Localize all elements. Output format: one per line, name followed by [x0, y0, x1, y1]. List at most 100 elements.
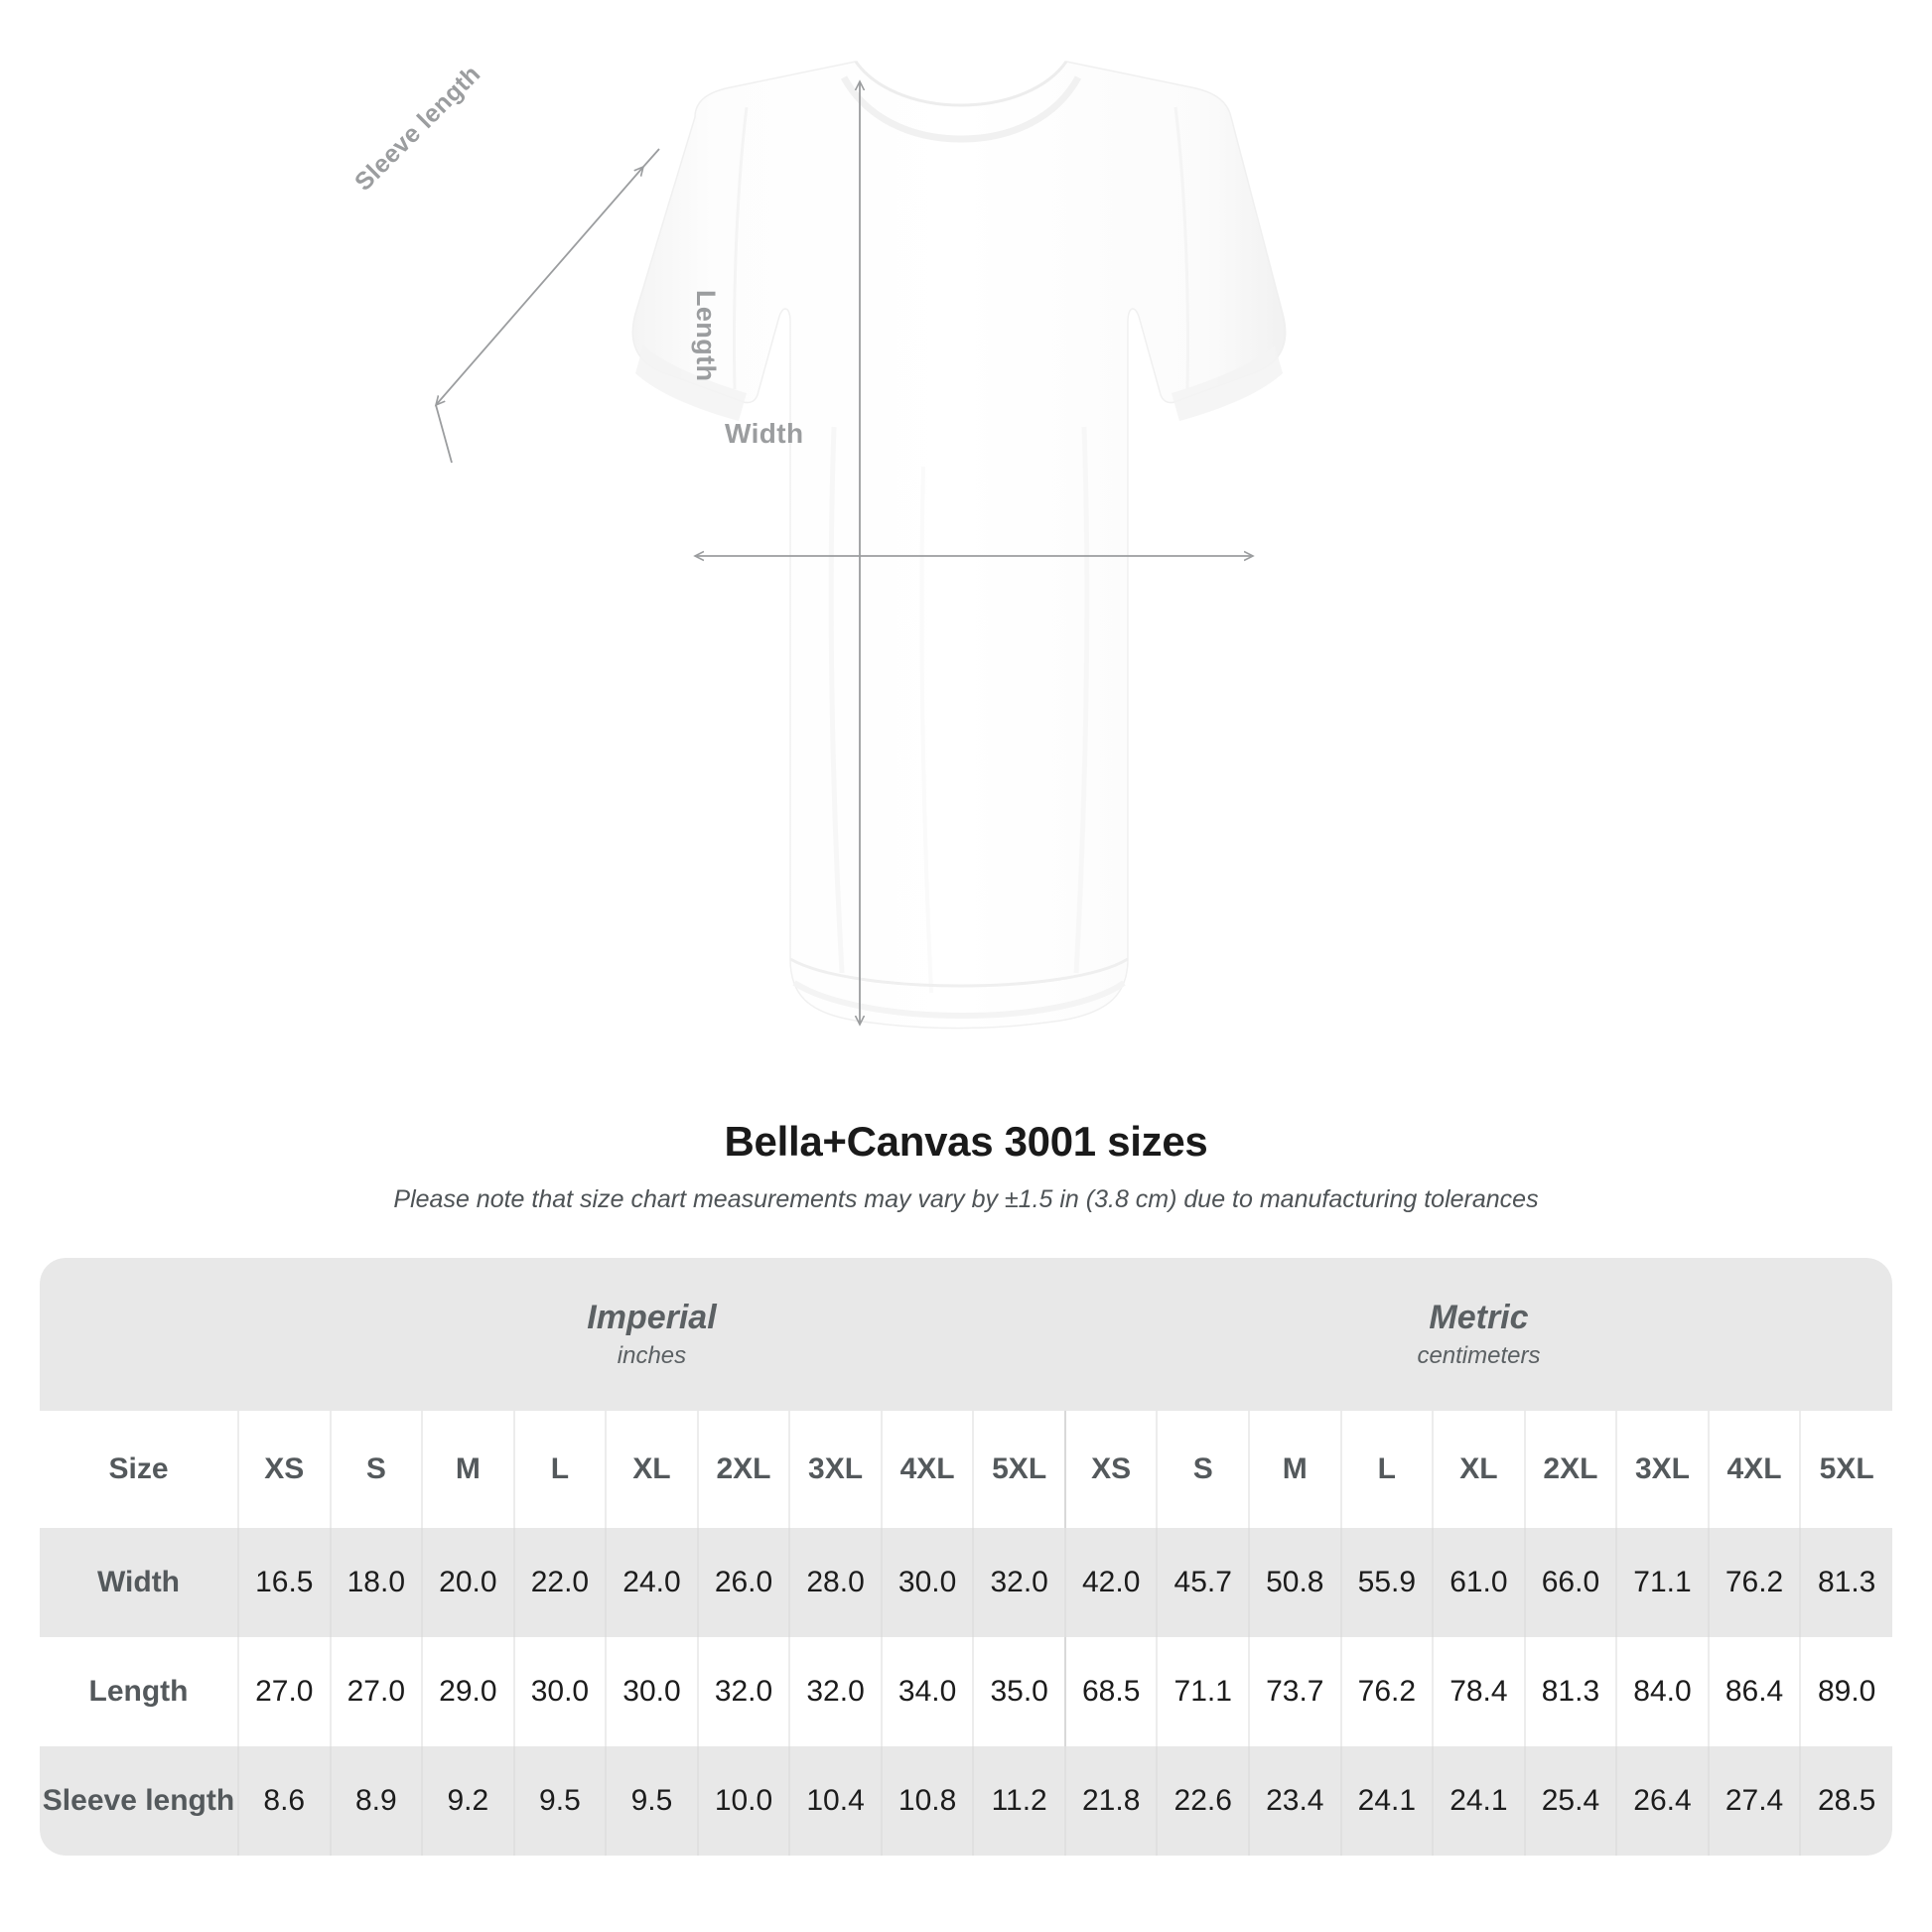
cell-length-metric-xs: 68.5: [1063, 1637, 1158, 1746]
tshirt-diagram: Sleeve length Length Width: [0, 60, 1287, 1030]
cell-sleeve-metric-l: 24.1: [1339, 1746, 1434, 1856]
size-header-row: Size XS S M L XL 2XL 3XL 4XL 5XL XS S M …: [40, 1411, 1892, 1528]
cell-width-metric-s: 45.7: [1156, 1528, 1250, 1637]
cell-length-metric-l: 76.2: [1339, 1637, 1434, 1746]
unit-group-metric: Metric centimeters: [1064, 1258, 1892, 1411]
cell-length-metric-s: 71.1: [1156, 1637, 1250, 1746]
cell-width-metric-4xl: 76.2: [1707, 1528, 1801, 1637]
cell-width-metric-l: 55.9: [1339, 1528, 1434, 1637]
cell-width-metric-2xl: 66.0: [1523, 1528, 1617, 1637]
length-dimension-label: Length: [691, 290, 721, 382]
cell-sleeve-imperial-s: 8.9: [329, 1746, 423, 1856]
cell-sleeve-metric-xs: 21.8: [1063, 1746, 1158, 1856]
size-header-imperial-xl: XL: [605, 1411, 698, 1528]
cell-sleeve-imperial-5xl: 11.2: [972, 1746, 1065, 1856]
cell-length-metric-3xl: 84.0: [1615, 1637, 1709, 1746]
unit-group-imperial: Imperial inches: [238, 1258, 1065, 1411]
size-table-container: Imperial inches Metric centimeters Size …: [40, 1258, 1892, 1856]
cell-width-imperial-5xl: 32.0: [972, 1528, 1065, 1637]
size-header-imperial-xs: XS: [237, 1411, 331, 1528]
cell-width-imperial-2xl: 26.0: [696, 1528, 790, 1637]
cell-length-imperial-xl: 30.0: [605, 1637, 698, 1746]
tshirt-illustration: [0, 61, 1287, 1030]
unit-sub-imperial: inches: [617, 1341, 687, 1369]
cell-length-metric-xl: 78.4: [1432, 1637, 1525, 1746]
cell-width-imperial-m: 20.0: [421, 1528, 514, 1637]
size-header-metric-5xl: 5XL: [1799, 1411, 1892, 1528]
cell-width-metric-5xl: 81.3: [1799, 1528, 1892, 1637]
cell-length-metric-5xl: 89.0: [1799, 1637, 1892, 1746]
cell-length-metric-2xl: 81.3: [1523, 1637, 1617, 1746]
cell-length-imperial-2xl: 32.0: [696, 1637, 790, 1746]
size-header-label: Size: [40, 1411, 238, 1528]
cell-width-imperial-l: 22.0: [512, 1528, 607, 1637]
dimension-arrows: [436, 81, 1253, 1025]
unit-name-imperial: Imperial: [587, 1299, 717, 1337]
cell-sleeve-imperial-m: 9.2: [421, 1746, 514, 1856]
size-header-imperial-5xl: 5XL: [972, 1411, 1065, 1528]
table-row-sleeve-length: Sleeve length 8.6 8.9 9.2 9.5 9.5 10.0 1…: [40, 1746, 1892, 1856]
unit-name-metric: Metric: [1429, 1299, 1529, 1337]
size-header-metric-xl: XL: [1432, 1411, 1525, 1528]
sleeve-length-arrow: [436, 167, 643, 405]
row-label-width: Width: [40, 1528, 238, 1637]
size-header-imperial-4xl: 4XL: [880, 1411, 974, 1528]
cell-sleeve-imperial-2xl: 10.0: [696, 1746, 790, 1856]
cell-sleeve-metric-3xl: 26.4: [1615, 1746, 1709, 1856]
size-header-metric-3xl: 3XL: [1615, 1411, 1709, 1528]
cell-width-imperial-3xl: 28.0: [788, 1528, 882, 1637]
size-header-metric-4xl: 4XL: [1707, 1411, 1801, 1528]
cell-sleeve-metric-2xl: 25.4: [1523, 1746, 1617, 1856]
width-dimension-label: Width: [725, 418, 804, 449]
table-row-width: Width 16.5 18.0 20.0 22.0 24.0 26.0 28.0…: [40, 1528, 1892, 1637]
size-header-metric-s: S: [1156, 1411, 1250, 1528]
size-header-imperial-s: S: [329, 1411, 423, 1528]
unit-sub-metric: centimeters: [1417, 1341, 1541, 1369]
table-row-length: Length 27.0 27.0 29.0 30.0 30.0 32.0 32.…: [40, 1637, 1892, 1746]
cell-sleeve-imperial-xs: 8.6: [237, 1746, 331, 1856]
size-header-imperial-2xl: 2XL: [696, 1411, 790, 1528]
cell-length-imperial-4xl: 34.0: [880, 1637, 974, 1746]
size-header-metric-l: L: [1339, 1411, 1434, 1528]
shirt-shape: [631, 61, 1287, 1030]
cell-sleeve-imperial-l: 9.5: [512, 1746, 607, 1856]
cell-width-metric-m: 50.8: [1248, 1528, 1341, 1637]
size-header-metric-xs: XS: [1063, 1411, 1158, 1528]
cell-width-imperial-xl: 24.0: [605, 1528, 698, 1637]
size-header-imperial-l: L: [512, 1411, 607, 1528]
cell-sleeve-metric-4xl: 27.4: [1707, 1746, 1801, 1856]
sleeve-tick-top: [642, 148, 660, 168]
unit-row-corner: [40, 1258, 238, 1411]
cell-length-imperial-xs: 27.0: [237, 1637, 331, 1746]
cell-sleeve-imperial-3xl: 10.4: [788, 1746, 882, 1856]
cell-length-imperial-l: 30.0: [512, 1637, 607, 1746]
size-header-metric-m: M: [1248, 1411, 1341, 1528]
cell-length-imperial-s: 27.0: [329, 1637, 423, 1746]
size-table: Imperial inches Metric centimeters Size …: [40, 1258, 1892, 1856]
size-header-imperial-m: M: [421, 1411, 514, 1528]
cell-length-imperial-5xl: 35.0: [972, 1637, 1065, 1746]
cell-sleeve-metric-xl: 24.1: [1432, 1746, 1525, 1856]
size-header-imperial-3xl: 3XL: [788, 1411, 882, 1528]
chart-heading: Bella+Canvas 3001 sizes Please note that…: [0, 1118, 1932, 1214]
row-label-length: Length: [40, 1637, 238, 1746]
sleeve-tick-bottom: [435, 404, 453, 464]
cell-length-imperial-m: 29.0: [421, 1637, 514, 1746]
cell-width-metric-xs: 42.0: [1063, 1528, 1158, 1637]
cell-sleeve-imperial-xl: 9.5: [605, 1746, 698, 1856]
cell-length-metric-4xl: 86.4: [1707, 1637, 1801, 1746]
cell-sleeve-metric-5xl: 28.5: [1799, 1746, 1892, 1856]
page-title: Bella+Canvas 3001 sizes: [724, 1118, 1208, 1165]
tolerance-note: Please note that size chart measurements…: [393, 1185, 1539, 1213]
cell-length-imperial-3xl: 32.0: [788, 1637, 882, 1746]
cell-width-imperial-s: 18.0: [329, 1528, 423, 1637]
cell-sleeve-metric-m: 23.4: [1248, 1746, 1341, 1856]
cell-sleeve-imperial-4xl: 10.8: [880, 1746, 974, 1856]
cell-sleeve-metric-s: 22.6: [1156, 1746, 1250, 1856]
cell-width-metric-xl: 61.0: [1432, 1528, 1525, 1637]
row-label-sleeve-length: Sleeve length: [40, 1746, 238, 1856]
cell-width-metric-3xl: 71.1: [1615, 1528, 1709, 1637]
cell-width-imperial-xs: 16.5: [237, 1528, 331, 1637]
unit-header-row: Imperial inches Metric centimeters: [40, 1258, 1892, 1411]
